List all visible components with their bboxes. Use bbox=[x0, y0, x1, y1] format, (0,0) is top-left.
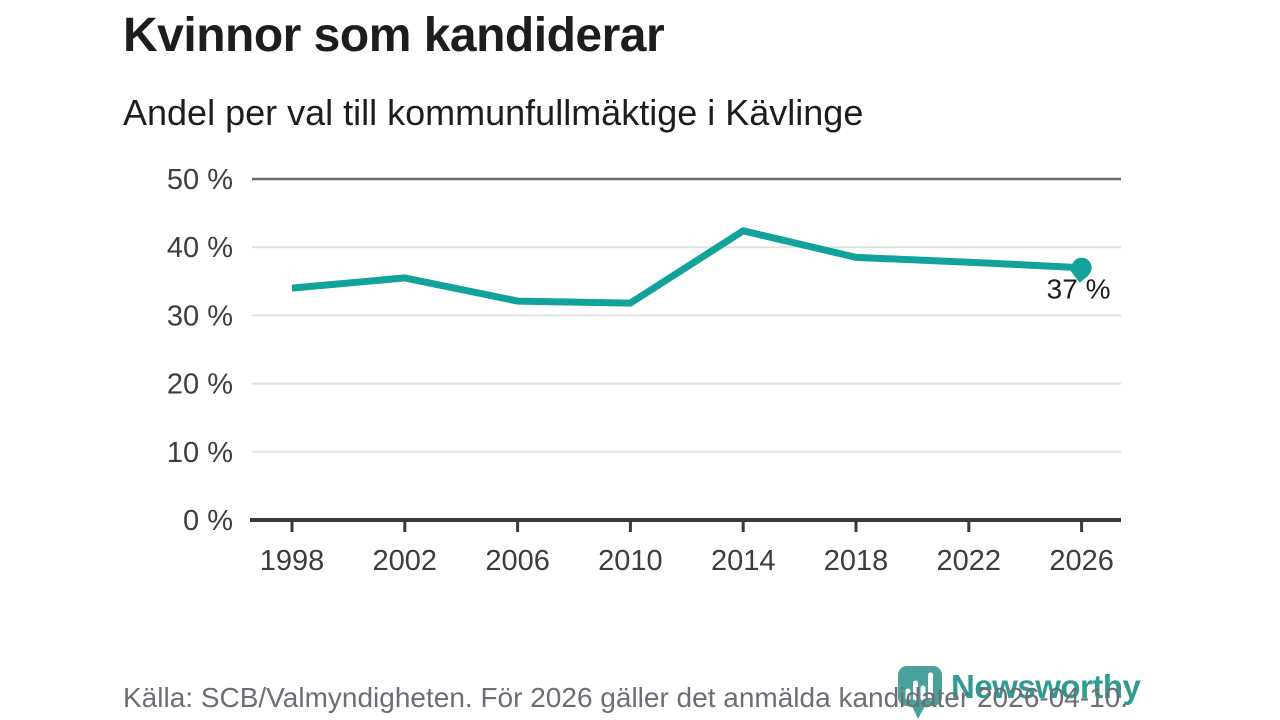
y-tick-label: 10 % bbox=[167, 437, 233, 469]
x-tick-label: 2026 bbox=[1049, 545, 1114, 577]
source-note: Källa: SCB/Valmyndigheten. För 2026 gäll… bbox=[123, 682, 1128, 713]
chart-subtitle: Andel per val till kommunfullmäktige i K… bbox=[123, 92, 864, 133]
x-tick-label: 1998 bbox=[260, 545, 325, 577]
y-tick-label: 30 % bbox=[167, 300, 233, 332]
x-tick-label: 2014 bbox=[711, 545, 776, 577]
x-tick-label: 2010 bbox=[598, 545, 663, 577]
x-tick-label: 2002 bbox=[373, 545, 438, 577]
end-dot bbox=[1071, 257, 1092, 278]
newsworthy-logo-icon bbox=[898, 666, 942, 719]
x-tick-label: 2022 bbox=[937, 545, 1002, 577]
chart-title: Kvinnor som kandiderar bbox=[123, 9, 665, 62]
data-line bbox=[291, 227, 1082, 307]
newsworthy-logo: Newsworthy bbox=[897, 664, 1141, 720]
y-tick-label: 50 % bbox=[167, 164, 233, 196]
x-tick-label: 2006 bbox=[485, 545, 550, 577]
end-value-label: 37 % bbox=[1047, 274, 1111, 305]
y-tick-label: 40 % bbox=[167, 232, 233, 264]
x-tick-label: 2018 bbox=[824, 545, 889, 577]
y-tick-label: 20 % bbox=[167, 369, 233, 401]
y-tick-label: 0 % bbox=[183, 505, 233, 537]
newsworthy-logo-text: Newsworthy bbox=[951, 668, 1141, 705]
